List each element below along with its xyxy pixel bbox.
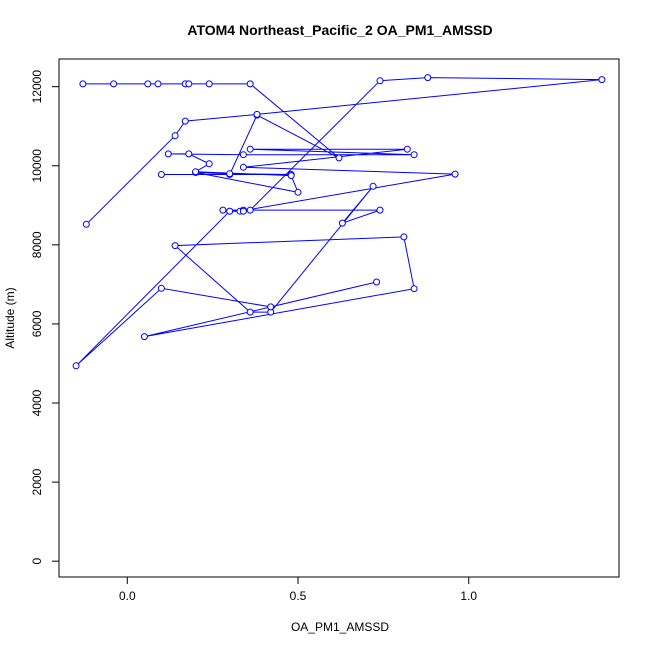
data-point: [451, 170, 459, 178]
y-tick-label: 0: [30, 558, 44, 565]
data-point: [79, 80, 87, 88]
data-point: [192, 168, 200, 176]
data-point: [267, 303, 275, 311]
data-point: [171, 132, 179, 140]
data-point: [246, 206, 254, 214]
data-point: [157, 171, 165, 178]
data-point: [335, 154, 343, 162]
chart-title: ATOM4 Northeast_Pacific_2 OA_PM1_AMSSD: [187, 22, 492, 38]
data-point: [239, 151, 247, 159]
x-tick-label: 1.0: [460, 589, 477, 603]
data-point: [369, 182, 377, 190]
data-point: [400, 233, 408, 241]
data-point: [246, 80, 254, 88]
data-point: [181, 117, 189, 125]
y-tick-label: 4000: [30, 389, 44, 416]
data-point: [424, 74, 432, 82]
y-axis: 0 2000 4000 6000 8000 10000 12000: [30, 70, 60, 565]
data-point: [239, 207, 247, 215]
x-tick-label: 0.0: [119, 589, 136, 603]
data-point: [72, 362, 80, 370]
data-point: [287, 172, 295, 180]
data-point: [144, 80, 152, 88]
y-tick-label: 2000: [30, 468, 44, 495]
data-point: [239, 163, 247, 171]
x-tick-label: 0.5: [290, 589, 307, 603]
data-point: [246, 145, 254, 153]
data-point: [410, 285, 418, 293]
x-axis-label: OA_PM1_AMSSD: [291, 620, 389, 634]
data-point: [140, 333, 148, 341]
x-axis: 0.0 0.5 1.0: [119, 576, 477, 603]
data-point: [226, 207, 234, 215]
y-tick-label: 8000: [30, 231, 44, 258]
data-point: [410, 151, 418, 159]
data-point: [205, 80, 213, 88]
data-point: [246, 308, 254, 316]
data-series: [72, 74, 606, 370]
y-tick-label: 10000: [30, 149, 44, 183]
y-axis-label: Altitude (m): [3, 287, 17, 348]
data-point: [185, 80, 193, 88]
data-point: [110, 80, 118, 88]
data-point: [403, 145, 411, 153]
data-point: [373, 278, 381, 286]
y-tick-label: 12000: [30, 70, 44, 104]
data-point: [82, 220, 90, 228]
data-point: [154, 80, 162, 88]
data-point: [376, 77, 384, 85]
data-point: [294, 188, 302, 196]
y-tick-label: 6000: [30, 310, 44, 337]
data-point: [164, 150, 172, 158]
data-point: [338, 219, 346, 227]
data-point: [253, 110, 261, 118]
data-point: [226, 170, 234, 178]
data-point: [157, 284, 165, 292]
data-point: [376, 206, 384, 214]
data-point: [171, 242, 179, 250]
data-point: [219, 206, 227, 214]
data-point: [205, 160, 213, 168]
data-point: [598, 76, 606, 84]
data-point: [185, 150, 193, 158]
